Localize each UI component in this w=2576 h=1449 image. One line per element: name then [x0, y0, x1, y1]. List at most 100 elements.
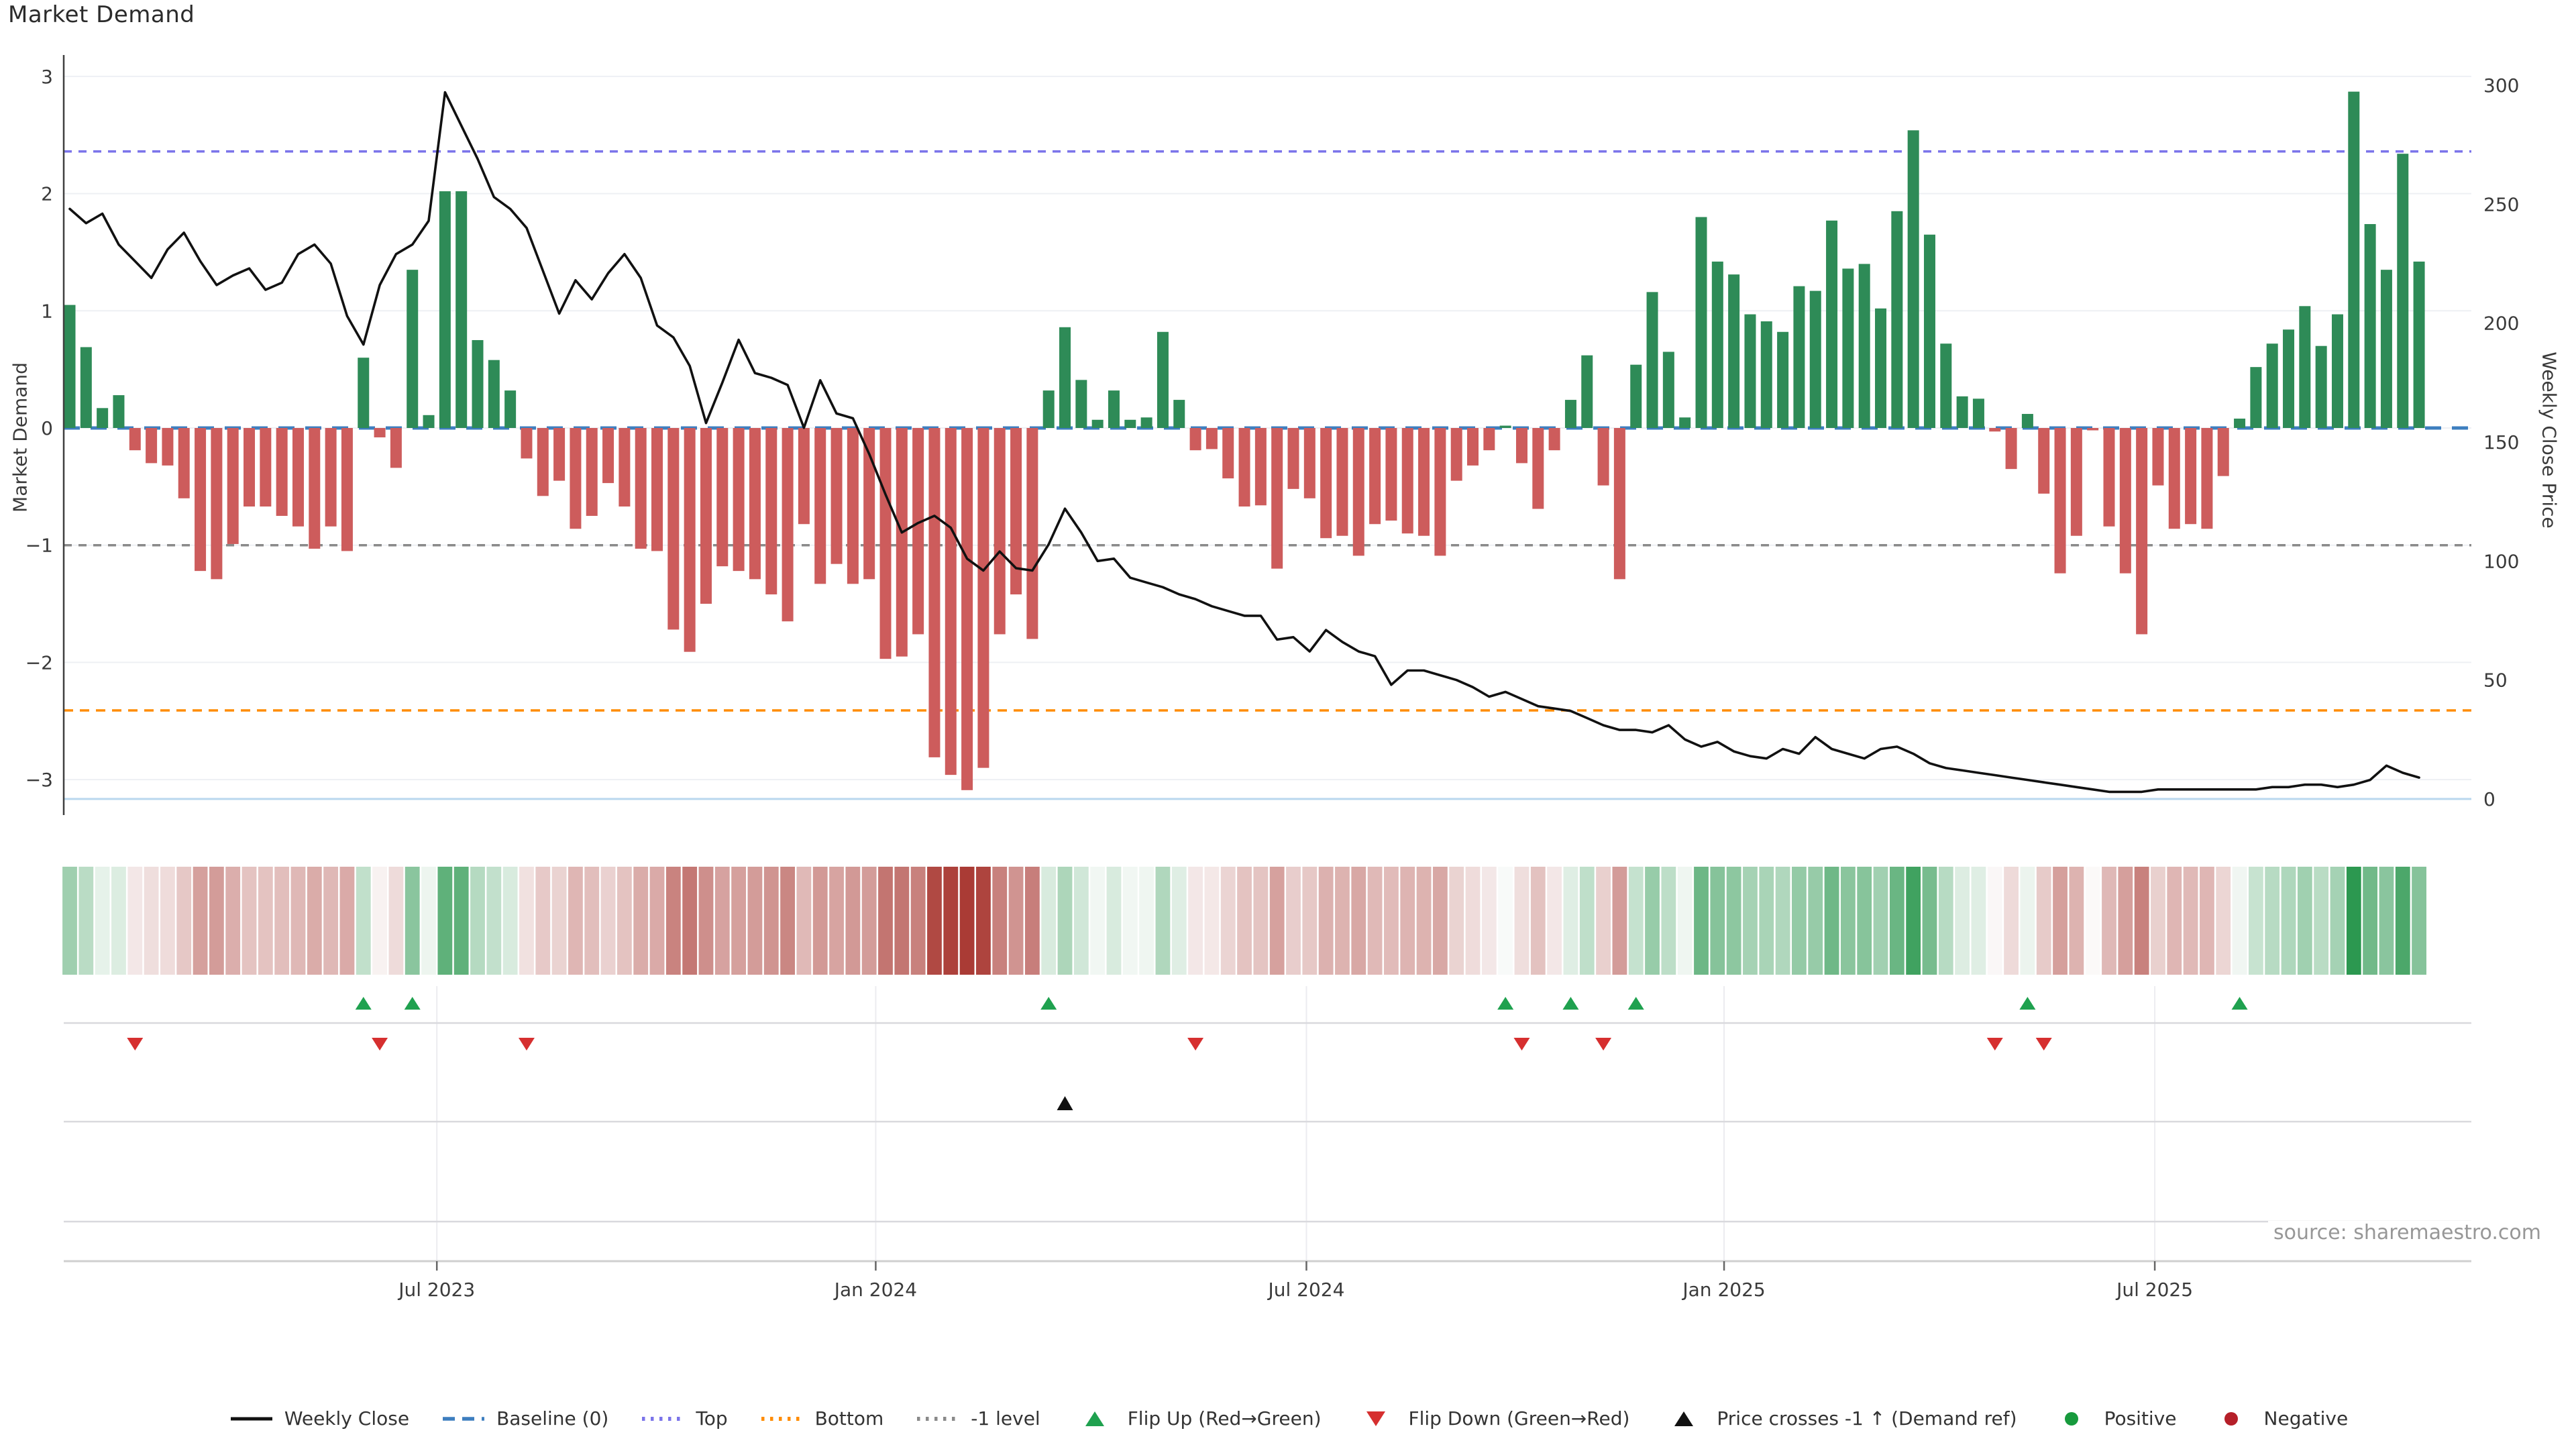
heatmap-cell	[1367, 867, 1383, 975]
demand-bar-positive	[2348, 91, 2360, 428]
heatmap-cell	[943, 867, 959, 975]
heatmap-cell	[633, 867, 649, 975]
heatmap-cell	[1024, 867, 1040, 975]
demand-bar-negative	[276, 428, 288, 517]
demand-bar-positive	[1760, 321, 1772, 428]
demand-bar-positive	[2299, 306, 2311, 428]
heatmap-cell	[812, 867, 828, 975]
demand-bar-negative	[2152, 428, 2164, 486]
heatmap-cell	[1432, 867, 1448, 975]
heatmap-cell	[225, 867, 241, 975]
demand-bar-negative	[700, 428, 712, 604]
legend-item-baseline: Baseline (0)	[440, 1407, 608, 1430]
heatmap-cell	[62, 867, 77, 975]
demand-bar-negative	[553, 428, 566, 481]
heatmap-cell	[665, 867, 681, 975]
heatmap-cell	[2265, 867, 2280, 975]
heatmap-cell	[1906, 867, 1921, 975]
heatmap-cell	[2216, 867, 2231, 975]
demand-bar-positive	[423, 415, 435, 428]
demand-bar-positive	[1646, 292, 1658, 428]
left-axis-tick-label: −2	[25, 651, 53, 674]
heatmap-cell	[1775, 867, 1790, 975]
demand-bar-positive	[504, 390, 517, 428]
weekly-close-line	[68, 91, 2420, 794]
demand-bar-negative	[896, 428, 908, 657]
right-axis-tick-label: 200	[2483, 313, 2519, 335]
heatmap-cell	[1253, 867, 1269, 975]
demand-bar-negative	[619, 428, 631, 507]
demand-bar-negative	[2201, 428, 2213, 529]
demand-bar-positive	[1744, 314, 1756, 428]
demand-bar-positive	[2283, 329, 2295, 428]
legend-item-bottom: Bottom	[759, 1407, 883, 1430]
demand-bar-negative	[1597, 428, 1609, 486]
x-axis-tick-label: Jul 2025	[2115, 1279, 2193, 1301]
legend-label-top: Top	[696, 1407, 728, 1430]
demand-bar-positive	[1940, 343, 1952, 428]
demand-bar-negative	[162, 428, 174, 466]
heatmap-cell	[1824, 867, 1839, 975]
flip-down-legend-swatch	[1366, 1411, 1385, 1426]
demand-bar-negative	[814, 428, 826, 584]
demand-bar-negative	[1418, 428, 1430, 536]
heatmap-cell	[976, 867, 991, 975]
heatmap-cell	[1547, 867, 1562, 975]
legend-label-flip-down: Flip Down (Green→Red)	[1408, 1407, 1630, 1430]
demand-bar-negative	[733, 428, 745, 572]
heatmap-cell	[2134, 867, 2149, 975]
demand-bar-negative	[178, 428, 190, 498]
heatmap-cell	[209, 867, 224, 975]
demand-bar-positive	[1793, 286, 1805, 428]
demand-bar-negative	[765, 428, 777, 595]
legend-item-positive: Positive	[2048, 1407, 2177, 1430]
demand-bar-negative	[129, 428, 141, 451]
demand-bar-positive	[1842, 268, 1854, 428]
heatmap-cell	[1857, 867, 1872, 975]
heatmap-cell	[1792, 867, 1807, 975]
demand-bar-negative	[1336, 428, 1348, 536]
demand-bar-negative	[1352, 428, 1364, 556]
legend-label-negative: Negative	[2263, 1407, 2349, 1430]
demand-bar-negative	[1450, 428, 1462, 481]
heatmap-cell	[1204, 867, 1220, 975]
demand-bar-negative	[2217, 428, 2229, 476]
demand-bar-positive	[358, 358, 370, 428]
demand-bar-negative	[1238, 428, 1250, 507]
demand-bar-positive	[64, 305, 76, 428]
demand-bar-positive	[2380, 270, 2392, 428]
legend-item-weekly-close: Weekly Close	[228, 1407, 409, 1430]
marker-panel	[64, 986, 2471, 1263]
demand-bar-positive	[1108, 390, 1120, 428]
page-title: Market Demand	[8, 1, 195, 28]
heatmap-cell	[568, 867, 583, 975]
heatmap-cell	[1514, 867, 1529, 975]
heatmap-cell	[1188, 867, 1203, 975]
heatmap-cell	[698, 867, 714, 975]
heatmap-cell	[2297, 867, 2312, 975]
legend-item-price-cross: Price crosses -1 ↑ (Demand ref)	[1660, 1407, 2017, 1430]
demand-bar-positive	[1564, 400, 1576, 428]
demand-bar-positive	[2021, 414, 2033, 428]
demand-bar-negative	[2185, 428, 2197, 525]
heatmap-cell	[1710, 867, 1725, 975]
heatmap-cell	[258, 867, 273, 975]
heatmap-cell	[927, 867, 942, 975]
heatmap-cell	[111, 867, 126, 975]
demand-bar-positive	[1499, 425, 1511, 428]
heatmap-cell	[1987, 867, 2002, 975]
heatmap-cell	[1596, 867, 1611, 975]
demand-bar-positive	[1059, 327, 1071, 428]
demand-bar-negative	[2119, 428, 2131, 574]
heatmap-cell	[1008, 867, 1024, 975]
heatmap-cell	[1873, 867, 1888, 975]
negative-legend-swatch	[2224, 1411, 2238, 1426]
event-markers	[127, 997, 2248, 1110]
heatmap-cell	[1612, 867, 1627, 975]
left-axis-title: Market Demand	[9, 362, 32, 513]
heatmap-cell	[796, 867, 812, 975]
x-axis: Jul 2023 Jan 2024 Jul 2024 Jan 2025 Jul 2025	[397, 1261, 2193, 1301]
heatmap-cell	[992, 867, 1008, 975]
